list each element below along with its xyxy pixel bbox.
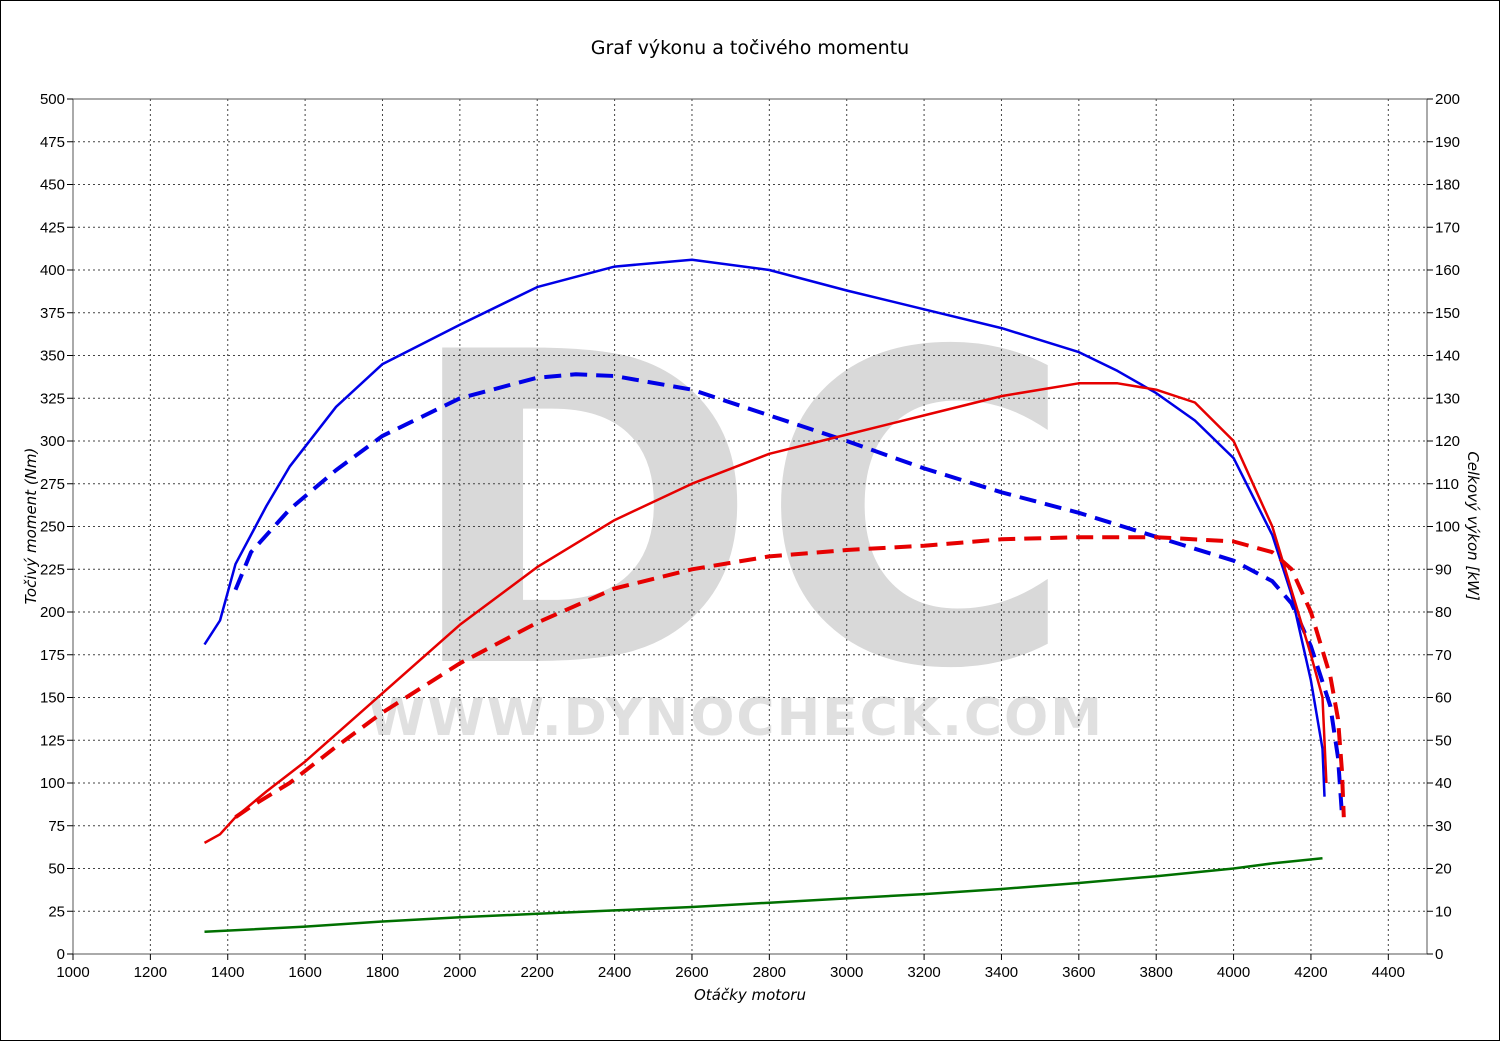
y-right-tick-label: 20 [1435, 861, 1452, 878]
x-tick-label: 1600 [288, 964, 321, 981]
x-tick-label: 2400 [598, 964, 631, 981]
series-line-3 [203, 382, 1328, 844]
y-right-tick-label: 170 [1435, 219, 1460, 236]
x-tick-label: 3000 [830, 964, 863, 981]
y-right-tick-label: 180 [1435, 177, 1460, 194]
y-right-tick-label: 60 [1435, 690, 1452, 707]
series-line-1 [203, 258, 1326, 797]
y-right-tick-label: 80 [1435, 604, 1452, 621]
y-left-tick-label: 100 [40, 775, 65, 792]
y-left-tick-label: 50 [48, 861, 65, 878]
y-right-tick-label: 160 [1435, 262, 1460, 279]
y-axis-left-label: Točivý moment (Nm) [22, 448, 40, 605]
series-line-4 [234, 535, 1346, 819]
x-tick-label: 3800 [1140, 964, 1173, 981]
y-right-tick-label: 200 [1435, 91, 1460, 108]
y-axis-right-label: Celkový výkon [kW] [1464, 451, 1482, 601]
x-tick-label: 1800 [366, 964, 399, 981]
y-left-tick-label: 300 [40, 433, 65, 450]
y-right-tick-label: 10 [1435, 903, 1452, 920]
y-left-tick-label: 325 [40, 390, 65, 407]
x-tick-label: 1400 [211, 964, 244, 981]
x-tick-label: 2800 [753, 964, 786, 981]
y-left-tick-label: 175 [40, 647, 65, 664]
y-right-tick-label: 30 [1435, 818, 1452, 835]
x-axis-label: Otáčky motoru [694, 986, 806, 1004]
y-left-tick-label: 450 [40, 177, 65, 194]
series-line-2 [233, 372, 1344, 814]
x-tick-label: 2600 [675, 964, 708, 981]
y-left-tick-label: 75 [48, 818, 65, 835]
y-left-tick-label: 150 [40, 690, 65, 707]
x-tick-label: 2000 [443, 964, 476, 981]
y-left-tick-label: 275 [40, 476, 65, 493]
x-tick-label: 3200 [907, 964, 940, 981]
x-tick-label: 4000 [1217, 964, 1250, 981]
y-left-tick-label: 125 [40, 732, 65, 749]
chart-title: Graf výkonu a točivého momentu [591, 37, 909, 59]
x-tick-label: 1000 [56, 964, 89, 981]
x-tick-label: 2200 [521, 964, 554, 981]
y-left-tick-label: 25 [48, 903, 65, 920]
y-right-tick-label: 0 [1435, 946, 1443, 963]
y-right-tick-label: 70 [1435, 647, 1452, 664]
y-left-tick-label: 500 [40, 91, 65, 108]
dynocheck-watermark: DC WWW.DYNOCHECK.COM [368, 263, 1102, 763]
series-line-5 [204, 856, 1323, 934]
x-tick-label: 3400 [985, 964, 1018, 981]
y-right-tick-label: 130 [1435, 390, 1460, 407]
y-left-tick-label: 0 [57, 946, 65, 963]
x-tick-label: 1200 [134, 964, 167, 981]
y-right-tick-label: 120 [1435, 433, 1460, 450]
y-left-tick-label: 250 [40, 519, 65, 536]
y-right-tick-label: 150 [1435, 305, 1460, 322]
y-left-tick-label: 200 [40, 604, 65, 621]
y-right-tick-label: 100 [1435, 519, 1460, 536]
y-left-tick-label: 400 [40, 262, 65, 279]
y-left-tick-label: 225 [40, 561, 65, 578]
y-left-tick-label: 475 [40, 134, 65, 151]
y-right-tick-label: 90 [1435, 561, 1452, 578]
y-left-tick-label: 375 [40, 305, 65, 322]
y-left-tick-label: 350 [40, 348, 65, 365]
x-tick-label: 4400 [1372, 964, 1405, 981]
watermark-logo: DC [403, 263, 1076, 763]
y-left-tick-label: 425 [40, 219, 65, 236]
y-right-tick-label: 140 [1435, 348, 1460, 365]
x-tick-label: 3600 [1062, 964, 1095, 981]
y-right-tick-label: 110 [1435, 476, 1459, 493]
x-tick-label: 4200 [1294, 964, 1327, 981]
y-right-tick-label: 40 [1435, 775, 1452, 792]
y-right-tick-label: 50 [1435, 732, 1452, 749]
y-right-tick-label: 190 [1435, 134, 1460, 151]
